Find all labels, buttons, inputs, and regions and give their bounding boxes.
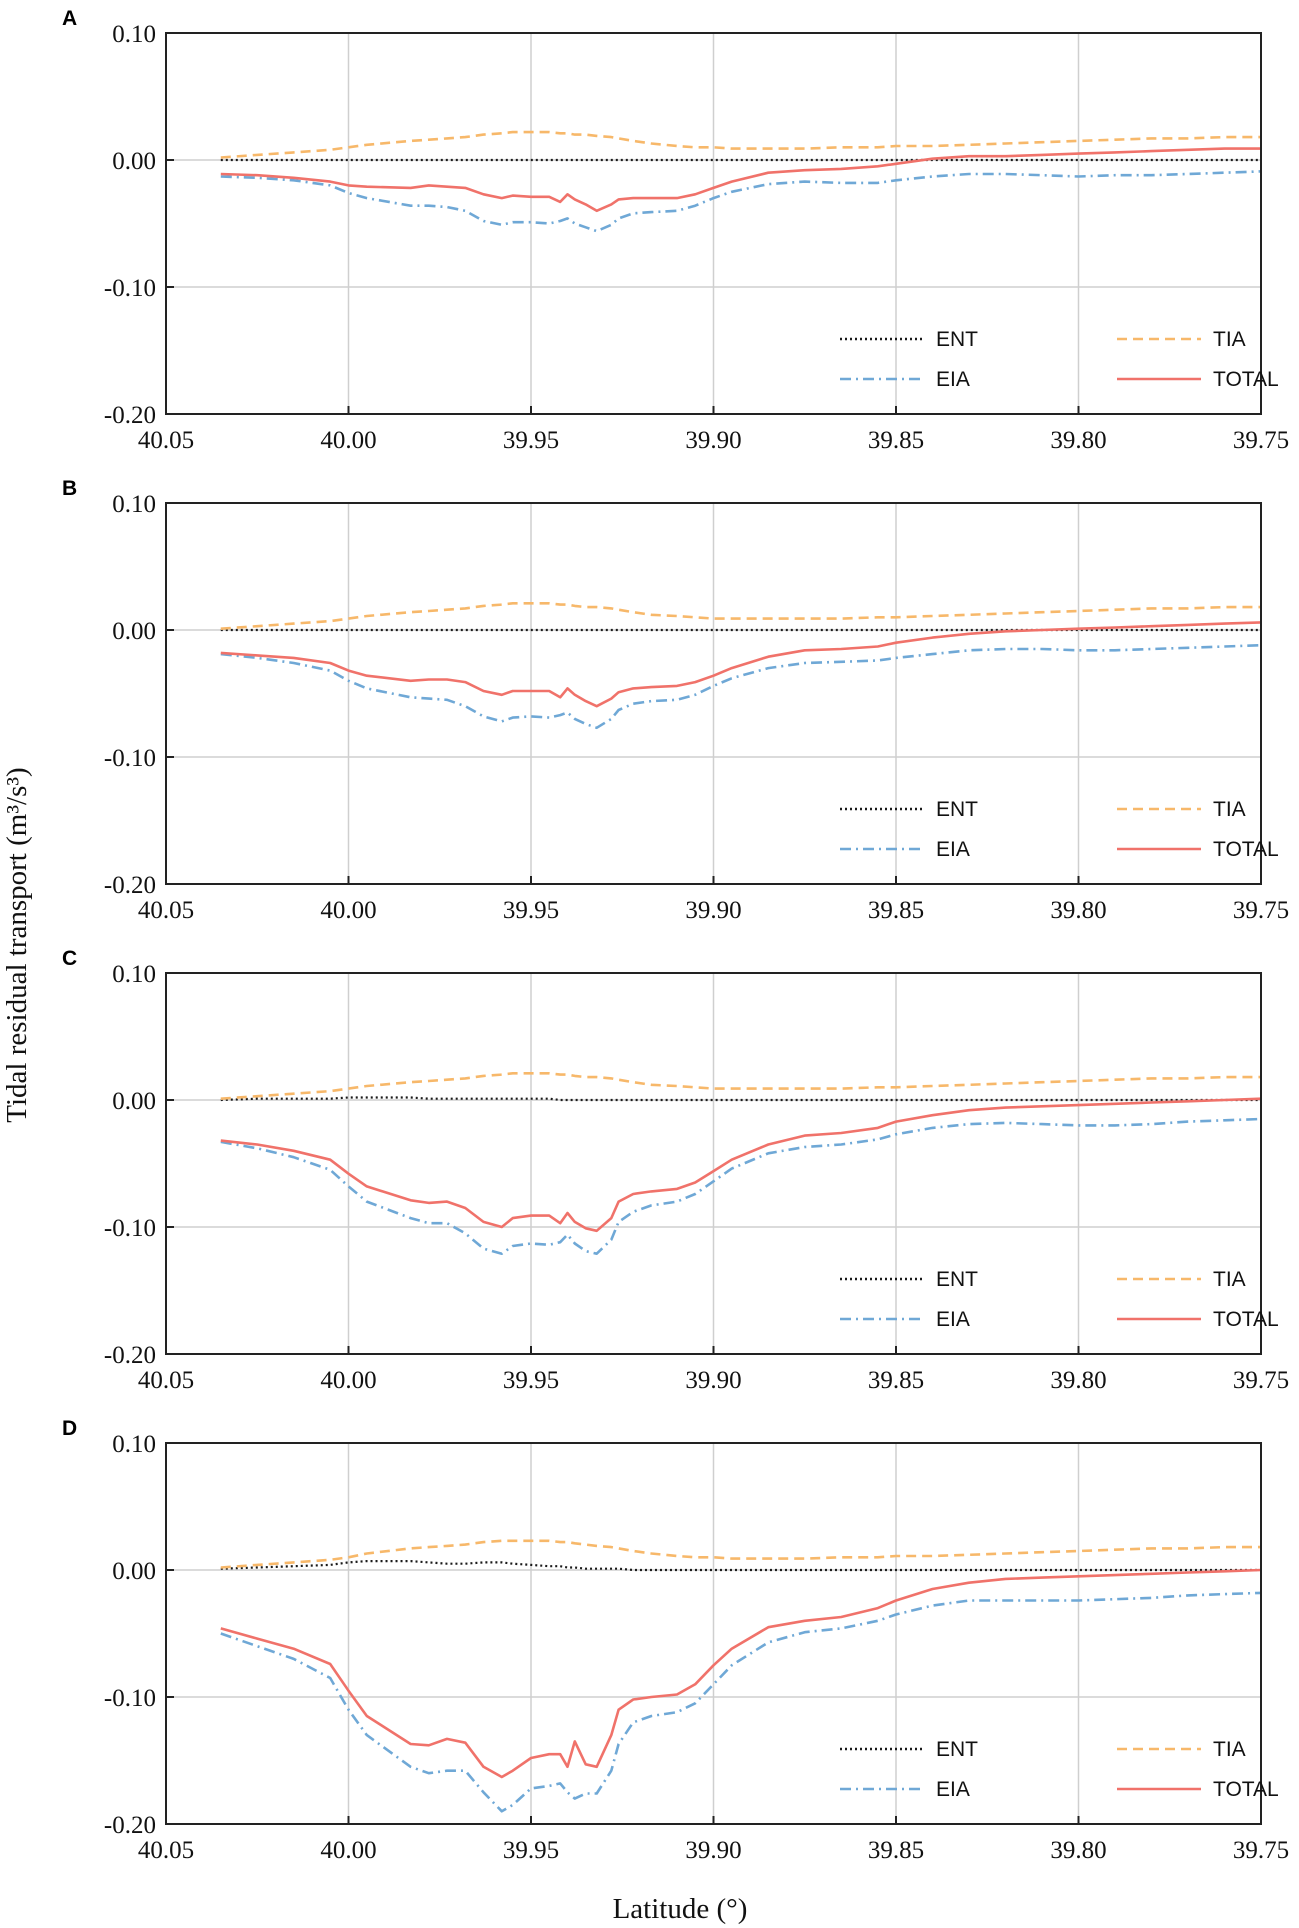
y-tick-label: 0.10 bbox=[112, 961, 156, 988]
legend-label-ent: ENT bbox=[936, 1738, 978, 1761]
x-tick-label: 39.90 bbox=[685, 1837, 741, 1864]
legend-label-tia: TIA bbox=[1213, 328, 1246, 351]
x-tick-label: 39.95 bbox=[503, 427, 559, 454]
legend-label-tia: TIA bbox=[1213, 798, 1246, 821]
series-line-eia bbox=[220, 170, 1262, 233]
x-tick-label: 40.00 bbox=[320, 1837, 376, 1864]
legend-label-total: TOTAL bbox=[1213, 838, 1279, 861]
y-tick-label: 0.00 bbox=[112, 148, 156, 175]
legend-label-ent: ENT bbox=[936, 1268, 978, 1291]
series-line-total bbox=[220, 147, 1261, 213]
x-tick-label: 40.05 bbox=[138, 897, 194, 924]
x-tick-label: 39.95 bbox=[503, 1367, 559, 1394]
legend-label-ent: ENT bbox=[936, 798, 978, 821]
y-tick-label: -0.20 bbox=[104, 1812, 156, 1839]
y-tick-label: 0.00 bbox=[112, 618, 156, 645]
legend-label-eia: EIA bbox=[936, 1308, 970, 1331]
y-tick-label: -0.20 bbox=[104, 1342, 156, 1369]
series-line-tia bbox=[220, 1539, 1261, 1569]
y-tick-label: -0.10 bbox=[104, 745, 156, 772]
y-tick-label: 0.10 bbox=[112, 1431, 156, 1458]
x-tick-label: 39.95 bbox=[503, 897, 559, 924]
x-tick-label: 39.75 bbox=[1233, 1367, 1289, 1394]
legend-label-ent: ENT bbox=[936, 328, 978, 351]
y-tick-label: 0.10 bbox=[112, 491, 156, 518]
series-line-tia bbox=[220, 602, 1261, 630]
y-tick-label: 0.00 bbox=[112, 1088, 156, 1115]
y-tick-label: -0.10 bbox=[104, 1685, 156, 1712]
y-tick-label: -0.20 bbox=[104, 402, 156, 429]
series-line-eia bbox=[220, 1117, 1262, 1255]
x-tick-label: 39.95 bbox=[503, 1837, 559, 1864]
y-axis-title: Tidal residual transport (m³/s³) bbox=[1, 767, 33, 1122]
x-tick-label: 39.80 bbox=[1050, 1837, 1106, 1864]
x-tick-label: 39.75 bbox=[1233, 1837, 1289, 1864]
x-tick-label: 39.75 bbox=[1233, 897, 1289, 924]
y-tick-label: -0.20 bbox=[104, 872, 156, 899]
series-line-total bbox=[220, 621, 1262, 708]
panel-label: A bbox=[62, 7, 77, 30]
panel-label: D bbox=[62, 1417, 77, 1440]
panel-label: B bbox=[62, 477, 77, 500]
x-tick-label: 40.05 bbox=[138, 1367, 194, 1394]
y-tick-label: 0.00 bbox=[112, 1558, 156, 1585]
legend-label-total: TOTAL bbox=[1213, 1308, 1279, 1331]
series-line-ent bbox=[220, 1560, 1261, 1572]
legend-label-tia: TIA bbox=[1213, 1268, 1246, 1291]
x-axis-title: Latitude (°) bbox=[613, 1893, 748, 1925]
series-line-total bbox=[220, 1097, 1262, 1233]
series-line-total bbox=[220, 1568, 1262, 1779]
series-line-tia bbox=[220, 1072, 1261, 1100]
y-tick-label: -0.10 bbox=[104, 1215, 156, 1242]
legend-label-total: TOTAL bbox=[1213, 1778, 1279, 1801]
x-tick-label: 39.80 bbox=[1050, 897, 1106, 924]
x-tick-label: 39.85 bbox=[868, 1367, 924, 1394]
y-tick-label: -0.10 bbox=[104, 275, 156, 302]
x-tick-label: 39.85 bbox=[868, 1837, 924, 1864]
x-tick-label: 39.90 bbox=[685, 1367, 741, 1394]
x-tick-label: 40.00 bbox=[320, 897, 376, 924]
series-line-tia bbox=[220, 130, 1261, 159]
legend-label-eia: EIA bbox=[936, 1778, 970, 1801]
x-tick-label: 40.00 bbox=[320, 1367, 376, 1394]
legend-label-total: TOTAL bbox=[1213, 368, 1279, 391]
series-line-eia bbox=[220, 643, 1262, 730]
x-tick-label: 39.85 bbox=[868, 427, 924, 454]
x-tick-label: 39.85 bbox=[868, 897, 924, 924]
x-tick-label: 40.05 bbox=[138, 427, 194, 454]
series-line-eia bbox=[220, 1591, 1262, 1813]
legend-label-eia: EIA bbox=[936, 838, 970, 861]
x-tick-label: 39.90 bbox=[685, 427, 741, 454]
x-tick-label: 40.05 bbox=[138, 1837, 194, 1864]
y-tick-label: 0.10 bbox=[112, 21, 156, 48]
panel-label: C bbox=[62, 947, 77, 970]
x-tick-label: 39.80 bbox=[1050, 427, 1106, 454]
x-tick-label: 40.00 bbox=[320, 427, 376, 454]
legend-label-eia: EIA bbox=[936, 368, 970, 391]
x-tick-label: 39.80 bbox=[1050, 1367, 1106, 1394]
x-tick-label: 39.90 bbox=[685, 897, 741, 924]
x-tick-label: 39.75 bbox=[1233, 427, 1289, 454]
legend-label-tia: TIA bbox=[1213, 1738, 1246, 1761]
